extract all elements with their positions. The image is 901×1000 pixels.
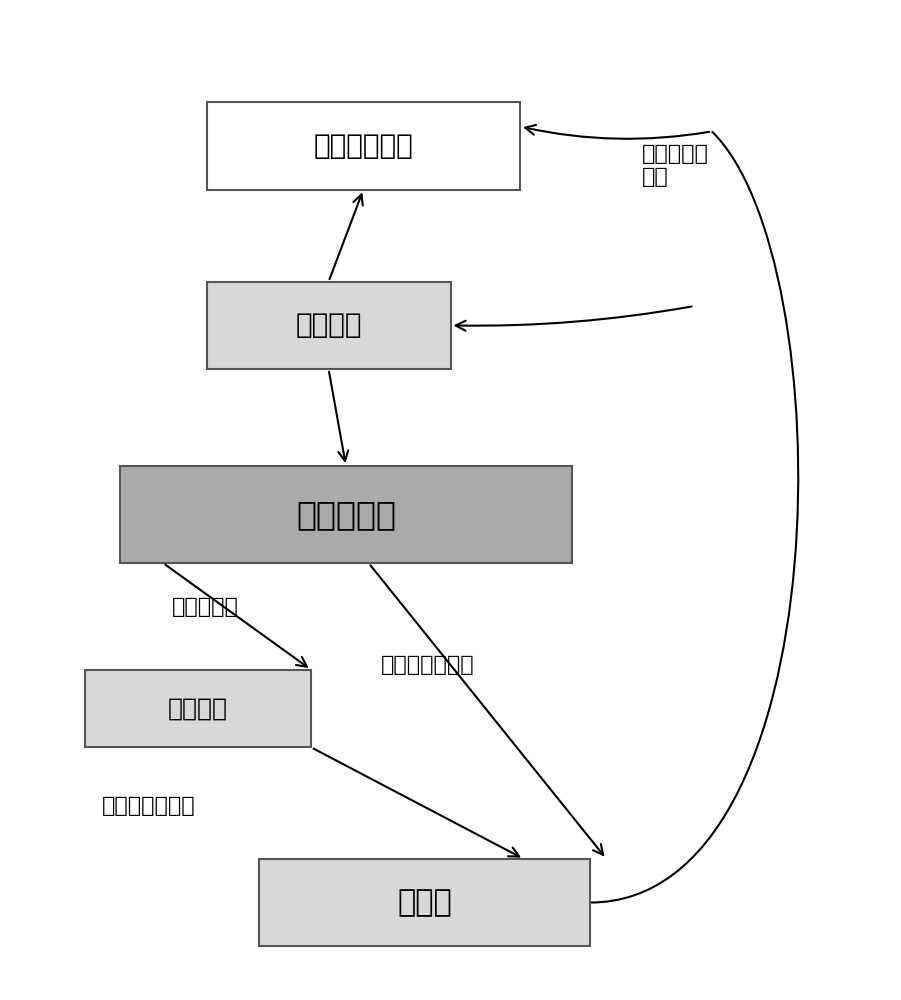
Text: 产纤维素酶
菌株: 产纤维素酶 菌株 — [642, 144, 709, 187]
FancyBboxPatch shape — [206, 282, 450, 369]
Text: 产油微生物: 产油微生物 — [172, 597, 239, 617]
Text: 单细胞油: 单细胞油 — [168, 697, 228, 721]
Text: 拟威克酵母变种: 拟威克酵母变种 — [381, 655, 475, 675]
FancyBboxPatch shape — [206, 102, 520, 190]
FancyBboxPatch shape — [259, 859, 590, 946]
FancyBboxPatch shape — [120, 466, 572, 563]
Text: 拟威克酵母变种: 拟威克酵母变种 — [102, 796, 196, 816]
FancyBboxPatch shape — [85, 670, 311, 747]
Text: 纤维素酶: 纤维素酶 — [296, 311, 362, 339]
Text: 糖化水解液: 糖化水解液 — [296, 498, 396, 531]
Text: 槐糖脂: 槐糖脂 — [397, 888, 451, 917]
Text: 脱木素木糖渣: 脱木素木糖渣 — [314, 132, 414, 160]
